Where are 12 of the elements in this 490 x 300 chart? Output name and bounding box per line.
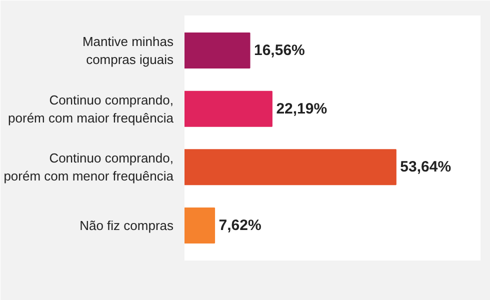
data-label: 16,56% [254, 42, 305, 59]
y-tick-label: Não fiz compras [80, 218, 174, 233]
data-label: 7,62% [218, 217, 262, 234]
y-tick-label: Mantive minhas compras iguais [82, 34, 174, 67]
bar [184, 32, 250, 68]
bar [184, 149, 396, 186]
data-label: 22,19% [276, 100, 328, 118]
data-label: 53,64% [400, 158, 452, 176]
y-tick-label: Continuo comprando, porém com menor frequência [4, 150, 174, 184]
bar [184, 208, 216, 244]
bar [184, 90, 272, 127]
y-tick-label: Continuo comprando, porém com maior frequência [8, 92, 174, 126]
